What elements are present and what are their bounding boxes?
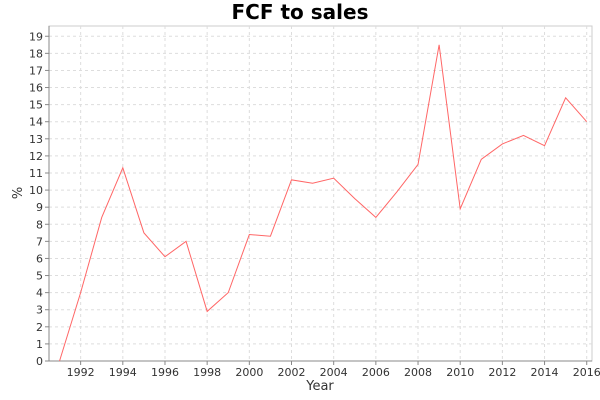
x-tick-label: 2016 [573, 366, 600, 379]
x-tick-label: 2010 [446, 366, 474, 379]
x-tick-label: 2014 [531, 366, 559, 379]
y-tick-label: 12 [29, 150, 43, 163]
x-tick-label: 1994 [109, 366, 137, 379]
y-tick-label: 13 [29, 133, 43, 146]
y-tick-label: 1 [36, 338, 43, 351]
y-axis-label: % [11, 187, 26, 199]
y-tick-label: 15 [29, 99, 43, 112]
y-tick-label: 10 [29, 184, 43, 197]
chart-title: FCF to sales [232, 0, 369, 24]
y-tick-label: 0 [36, 355, 43, 368]
y-tick-label: 19 [29, 30, 43, 43]
y-tick-label: 6 [36, 252, 43, 265]
y-tick-label: 14 [29, 116, 43, 129]
y-tick-label: 18 [29, 47, 43, 60]
x-tick-label: 2004 [320, 366, 348, 379]
y-tick-label: 5 [36, 270, 43, 283]
x-tick-label: 1992 [67, 366, 95, 379]
x-axis-label: Year [305, 379, 334, 394]
y-tick-label: 7 [36, 235, 43, 248]
x-tick-label: 2006 [362, 366, 390, 379]
y-tick-label: 11 [29, 167, 43, 180]
y-tick-label: 8 [36, 218, 43, 231]
y-tick-label: 4 [36, 287, 43, 300]
x-tick-label: 1998 [193, 366, 221, 379]
plot-area [48, 25, 593, 362]
y-tick-label: 2 [36, 321, 43, 334]
grid-lines [49, 26, 592, 362]
x-tick-label: 2008 [404, 366, 432, 379]
y-tick-label: 16 [29, 82, 43, 95]
x-tick-label: 2000 [235, 366, 263, 379]
x-tick-label: 2002 [278, 366, 306, 379]
x-tick-label: 1996 [151, 366, 179, 379]
y-tick-label: 17 [29, 64, 43, 77]
x-tick-label: 2012 [488, 366, 516, 379]
series-layer [59, 44, 588, 362]
y-tick-label: 3 [36, 304, 43, 317]
series-line-fcf-to-sales [59, 44, 588, 362]
y-tick-label: 9 [36, 201, 43, 214]
